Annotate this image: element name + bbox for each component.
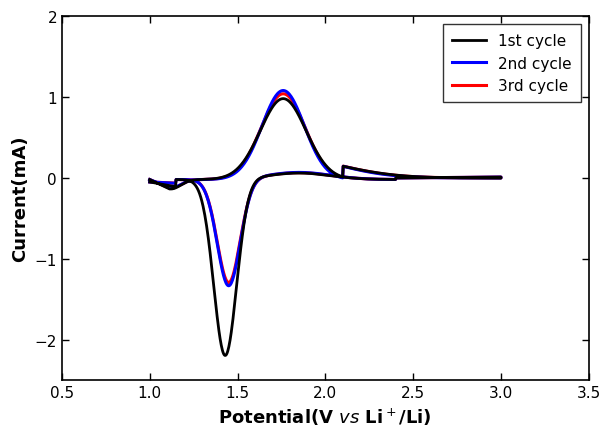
2nd cycle [452, 176, 459, 181]
1st cycle [479, 175, 487, 180]
1st cycle [239, 160, 247, 166]
1st cycle [384, 172, 391, 177]
2nd cycle [146, 177, 154, 183]
2nd cycle [479, 175, 487, 180]
1st cycle [264, 113, 272, 118]
Line: 3rd cycle: 3rd cycle [150, 95, 501, 283]
3rd cycle [264, 110, 272, 115]
1st cycle [465, 175, 472, 180]
2nd cycle [465, 175, 472, 180]
3rd cycle [280, 92, 287, 97]
3rd cycle [452, 176, 459, 181]
2nd cycle [384, 173, 391, 178]
3rd cycle [465, 175, 472, 180]
1st cycle [146, 177, 154, 183]
2nd cycle [239, 163, 247, 168]
1st cycle [452, 176, 459, 181]
2nd cycle [146, 180, 154, 185]
Line: 2nd cycle: 2nd cycle [150, 92, 501, 286]
3rd cycle [384, 172, 391, 177]
3rd cycle [479, 175, 487, 180]
3rd cycle [146, 177, 154, 183]
2nd cycle [225, 283, 233, 289]
X-axis label: Potential(V $vs$ Li$^+$/Li): Potential(V $vs$ Li$^+$/Li) [218, 406, 432, 427]
Y-axis label: Current(mA): Current(mA) [11, 136, 29, 262]
2nd cycle [280, 89, 287, 94]
1st cycle [146, 180, 154, 185]
1st cycle [222, 353, 229, 358]
Line: 1st cycle: 1st cycle [150, 99, 501, 356]
3rd cycle [225, 280, 233, 286]
2nd cycle [264, 109, 272, 114]
3rd cycle [146, 180, 154, 185]
3rd cycle [239, 162, 247, 167]
Legend: 1st cycle, 2nd cycle, 3rd cycle: 1st cycle, 2nd cycle, 3rd cycle [443, 25, 581, 103]
1st cycle [280, 97, 287, 102]
